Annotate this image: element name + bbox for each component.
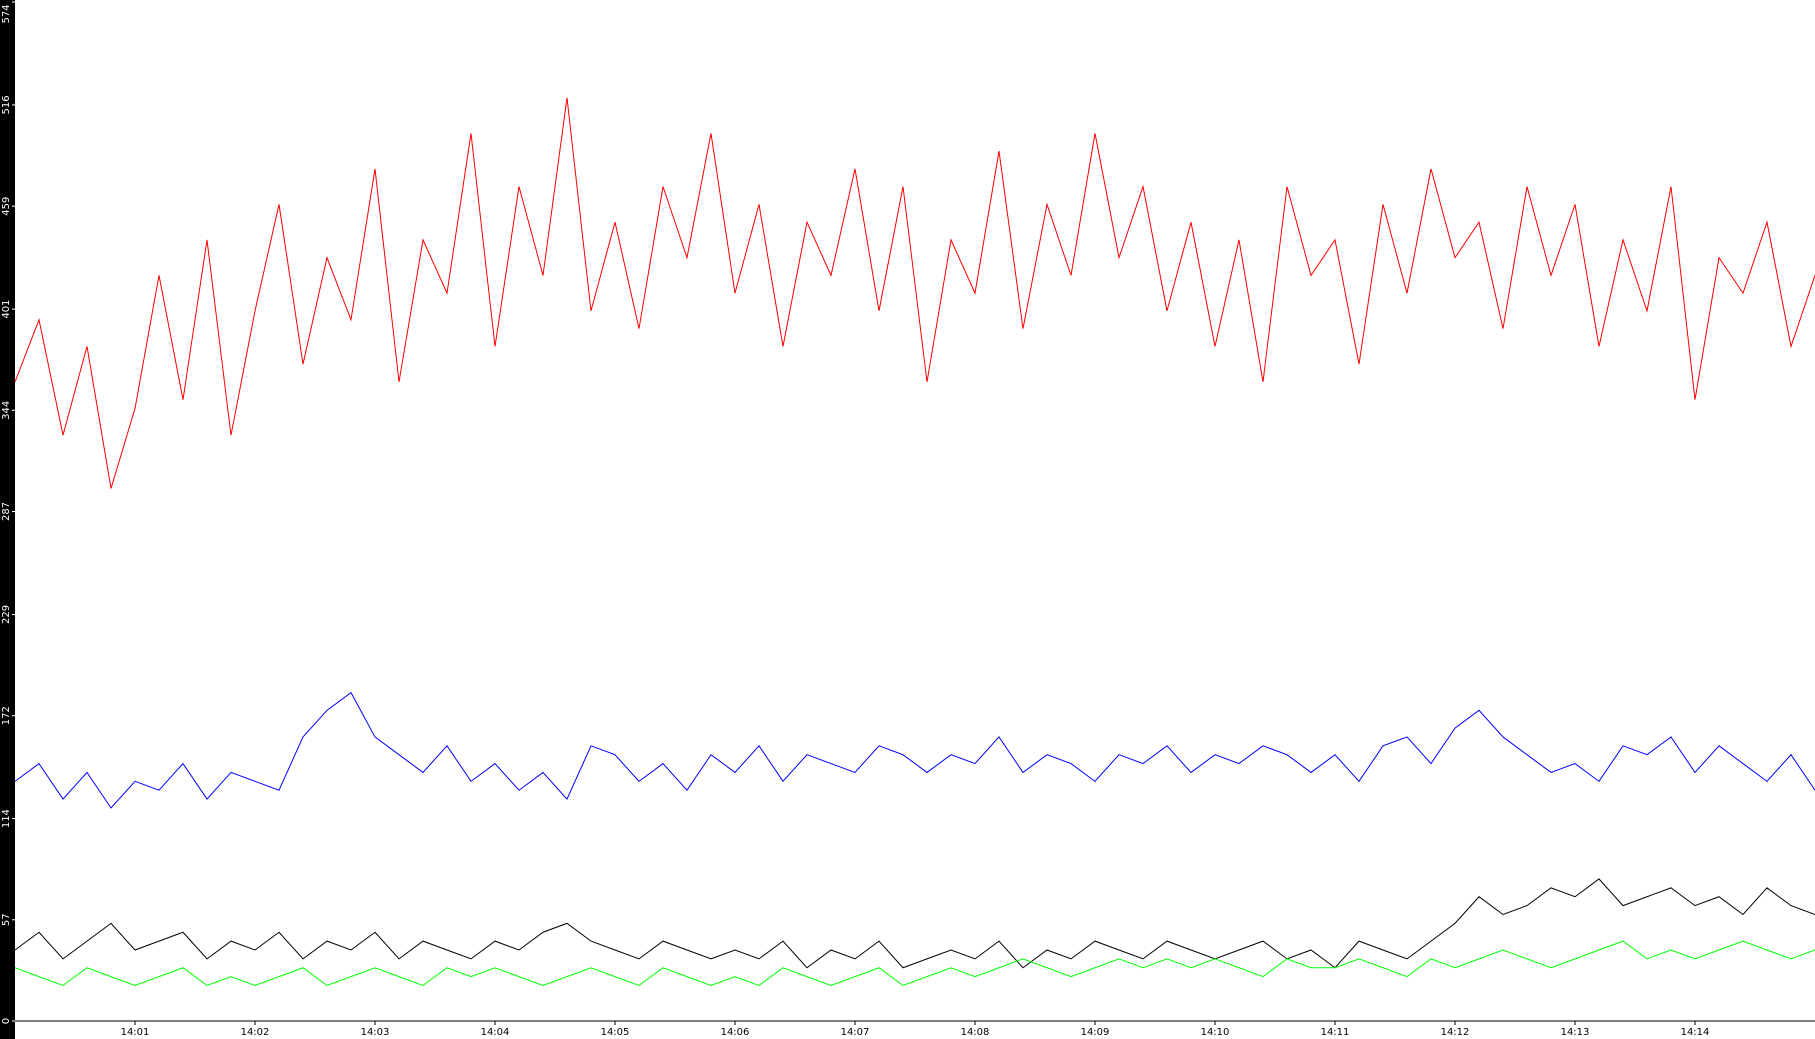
y-tick-label: 57 (1, 913, 12, 926)
y-tick-label: 516 (1, 95, 12, 114)
x-tick-label: 14:08 (961, 1027, 990, 1038)
series-line (14, 878, 1815, 969)
x-tick-label: 14:11 (1321, 1027, 1350, 1038)
x-tick-label: 14:05 (601, 1027, 630, 1038)
y-tick-label: 114 (1, 809, 12, 828)
series-line (14, 97, 1815, 489)
x-tick-label: 14:01 (121, 1027, 150, 1038)
x-tick-label: 14:04 (481, 1027, 510, 1038)
y-tick-label: 574 (1, 4, 12, 23)
x-tick-label: 14:06 (721, 1027, 750, 1038)
x-tick-label: 14:14 (1681, 1027, 1710, 1038)
series-line (14, 691, 1815, 809)
y-tick-label: 172 (1, 706, 12, 725)
x-tick-label: 14:02 (241, 1027, 270, 1038)
x-tick-label: 14:10 (1201, 1027, 1230, 1038)
x-tick-label: 14:13 (1561, 1027, 1590, 1038)
x-tick-label: 14:07 (841, 1027, 870, 1038)
y-tick-label: 287 (1, 502, 12, 521)
y-tick-label: 459 (1, 197, 12, 216)
y-axis-strip (0, 0, 15, 1039)
x-tick-label: 14:09 (1081, 1027, 1110, 1038)
y-tick-label: 401 (1, 300, 12, 319)
y-tick-label: 229 (1, 605, 12, 624)
x-tick-label: 14:03 (361, 1027, 390, 1038)
series-line (14, 940, 1815, 987)
y-tick-label: 0 (1, 1018, 12, 1024)
y-tick-label: 344 (1, 401, 12, 420)
x-tick-label: 14:12 (1441, 1027, 1470, 1038)
